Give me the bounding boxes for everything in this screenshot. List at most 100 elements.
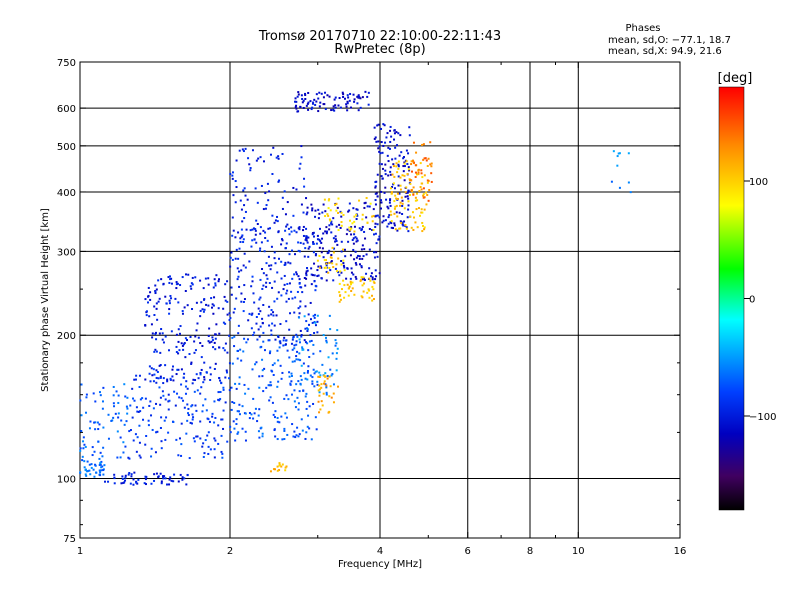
data-point [299,329,302,332]
y-tick-label: 100 [57,475,76,486]
data-point [243,204,246,207]
data-point [311,209,314,212]
data-point [126,396,129,399]
data-point [244,412,247,415]
data-point [220,418,223,421]
data-point [124,445,127,448]
data-point [233,427,236,430]
data-point [306,342,309,345]
data-point [374,136,377,139]
data-point [305,277,308,280]
data-point [112,402,115,405]
data-point [90,466,93,469]
data-point [267,339,270,342]
data-point [83,443,86,446]
data-point [375,275,378,278]
data-point [224,376,227,379]
data-point [398,192,401,195]
data-point [359,97,362,100]
data-point [329,219,332,222]
data-point [351,222,354,225]
data-point [199,309,202,312]
data-point [318,105,321,108]
data-point [269,470,272,473]
data-point [384,219,387,222]
data-point [93,450,96,453]
data-point [409,182,412,185]
data-point [339,210,342,213]
data-point [180,422,183,425]
data-point [271,401,274,404]
data-point [291,338,294,341]
data-point [293,430,296,433]
data-point [330,231,333,234]
data-point [190,287,193,290]
data-point [356,239,359,242]
data-point [310,203,313,206]
data-point [183,342,186,345]
data-point [134,433,137,436]
data-point [337,385,340,388]
data-point [328,218,331,221]
data-point [268,281,271,284]
data-point [361,244,364,247]
data-point [254,229,257,232]
data-point [247,319,250,322]
data-point [228,334,231,337]
data-point [287,398,290,401]
data-point [157,300,160,303]
data-point [262,229,265,232]
data-point [373,126,376,129]
data-point [286,201,289,204]
data-point [248,412,251,415]
data-point [399,188,402,191]
data-point [127,473,130,476]
data-point [313,372,316,375]
data-point [389,166,392,169]
data-point [138,454,141,457]
data-point [187,407,190,410]
data-point [219,397,222,400]
data-point [185,339,188,342]
data-point [317,265,320,268]
data-point [159,376,162,379]
data-point [335,225,338,228]
data-point [187,273,190,276]
data-point [316,380,319,383]
x-tick-label: 16 [674,546,687,557]
data-point [246,338,249,341]
data-point [417,207,420,210]
data-point [235,387,238,390]
data-point [335,240,338,243]
data-point [287,261,290,264]
data-point [274,435,277,438]
data-point [258,335,261,338]
data-point [162,377,165,380]
data-point [316,275,319,278]
data-point [303,185,306,188]
data-point [403,174,406,177]
data-point [337,257,340,260]
data-point [158,332,161,335]
data-point [370,272,373,275]
data-point [207,431,210,434]
data-point [389,173,392,176]
data-point [256,222,259,225]
data-point [308,356,311,359]
data-point [226,313,229,316]
data-point [206,434,209,437]
data-point [393,187,396,190]
data-point [212,346,215,349]
data-point [307,236,310,239]
data-point [232,311,235,314]
data-point [222,321,225,324]
data-point [293,229,296,232]
data-point [191,418,194,421]
data-point [344,291,347,294]
data-point [341,248,344,251]
data-point [117,394,120,397]
data-point [378,235,381,238]
data-point [388,201,391,204]
data-point [397,132,400,135]
data-point [79,447,82,450]
